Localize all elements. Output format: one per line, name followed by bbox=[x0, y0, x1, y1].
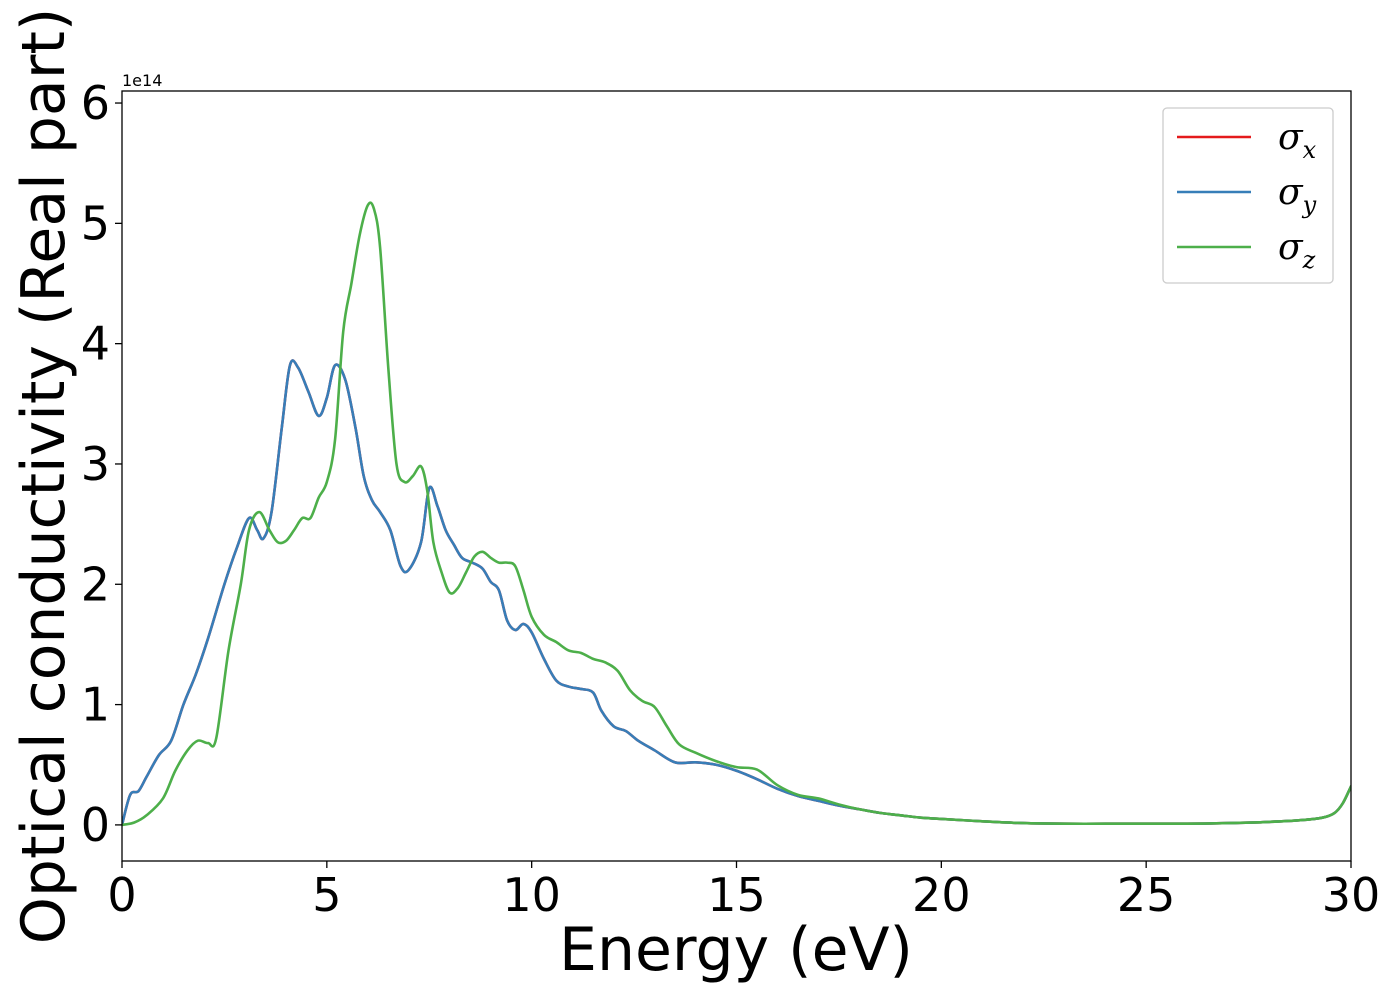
x-tick-label: 10 bbox=[502, 868, 561, 922]
y-axis: 0 1 2 3 4 5 6 bbox=[81, 76, 122, 852]
series-line-σz bbox=[122, 201, 1351, 827]
x-tick-label: 20 bbox=[912, 868, 971, 922]
y-tick-label: 5 bbox=[81, 196, 110, 250]
y-tick-label: 1 bbox=[81, 678, 110, 732]
x-tick-label: 15 bbox=[707, 868, 766, 922]
legend-subscript: y bbox=[1302, 191, 1317, 219]
legend-entry-label: σx bbox=[1278, 117, 1317, 164]
x-tick-label: 30 bbox=[1322, 868, 1381, 922]
y-tick-label: 3 bbox=[81, 437, 110, 491]
legend-symbol: σ bbox=[1278, 227, 1304, 268]
x-tick-label: 25 bbox=[1117, 868, 1176, 922]
legend-symbol: σ bbox=[1278, 117, 1304, 158]
x-axis: 0 5 10 15 20 25 30 bbox=[107, 861, 1380, 922]
legend-subscript: x bbox=[1303, 136, 1317, 164]
y-axis-label: Optical conductivity (Real part) bbox=[9, 8, 79, 945]
legend-entry-label: σz bbox=[1278, 227, 1316, 274]
legend-subscript: z bbox=[1302, 246, 1316, 274]
x-axis-label: Energy (eV) bbox=[559, 915, 913, 985]
y-tick-label: 6 bbox=[81, 76, 110, 130]
y-offset-text: 1e14 bbox=[122, 71, 162, 90]
legend-entry-label: σy bbox=[1278, 172, 1317, 219]
legend-symbol: σ bbox=[1278, 172, 1304, 213]
x-tick-label: 5 bbox=[312, 868, 341, 922]
x-tick-label: 0 bbox=[107, 868, 136, 922]
y-tick-label: 2 bbox=[81, 557, 110, 611]
series-layer bbox=[122, 201, 1351, 827]
y-tick-label: 0 bbox=[81, 798, 110, 852]
legend-box bbox=[1162, 107, 1334, 284]
y-tick-label: 4 bbox=[81, 317, 110, 371]
